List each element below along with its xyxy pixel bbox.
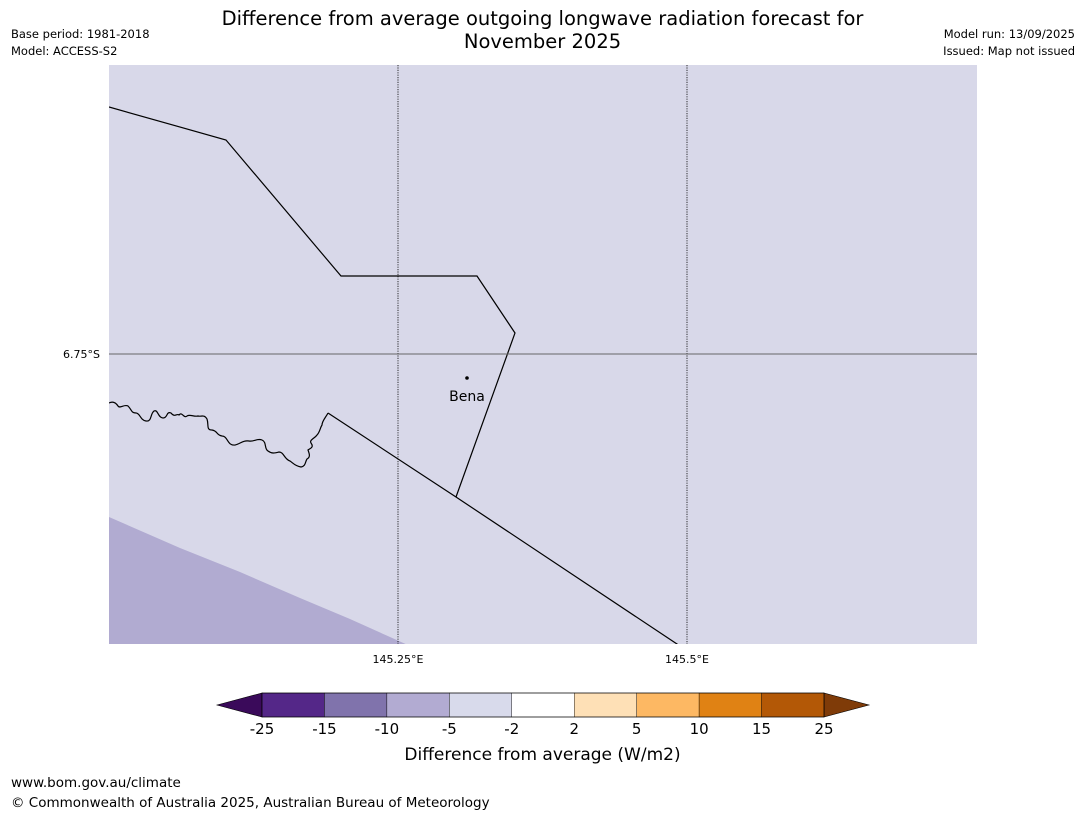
latitude-label: 6.75°S (63, 348, 100, 361)
colorbar-outline (261, 692, 825, 718)
footer-url: www.bom.gov.au/climate (11, 775, 181, 791)
footer-copyright: © Commonwealth of Australia 2025, Austra… (11, 795, 490, 811)
base-period-text: Base period: 1981-2018 (11, 27, 150, 41)
colorbar-over-arrow (823, 692, 871, 718)
town-marker (465, 376, 469, 380)
colorbar-bin (636, 692, 700, 718)
colorbar-tick-label: 5 (631, 720, 642, 738)
longitude-label: 145.25°E (373, 653, 424, 666)
river-boundary (109, 401, 329, 468)
colorbar-tick-label: 15 (752, 720, 772, 738)
province-boundary-south (327, 412, 679, 644)
colorbar-tick-label: -2 (504, 720, 520, 738)
colorbar-bin (761, 692, 825, 718)
map-title-line-1: Difference from average outgoing longwav… (221, 7, 864, 30)
province-boundary (109, 106, 516, 498)
model-run-text: Model run: 13/09/2025 (943, 27, 1075, 41)
colorbar-tick-label: 25 (814, 720, 834, 738)
map-title-line-2: November 2025 (463, 30, 622, 53)
meta-left: Base period: 1981-2018 Model: ACCESS-S2 (11, 26, 150, 60)
colorbar-tick-label: -15 (312, 720, 337, 738)
colorbar-bin (261, 692, 325, 718)
anomaly-shaded-region (109, 517, 406, 644)
map-title: Difference from average outgoing longwav… (180, 7, 905, 53)
colorbar-label: Difference from average (W/m2) (404, 745, 681, 765)
colorbar-bin (449, 692, 512, 718)
colorbar-bin (511, 692, 575, 718)
town-label: Bena (449, 389, 485, 405)
colorbar-bin (324, 692, 388, 718)
colorbar-tick-label: -5 (441, 720, 457, 738)
meta-right: Model run: 13/09/2025 Issued: Map not is… (943, 26, 1075, 60)
model-text: Model: ACCESS-S2 (11, 44, 118, 58)
issued-text: Issued: Map not issued (943, 44, 1075, 58)
colorbar-bin (574, 692, 637, 718)
longitude-label: 145.5°E (665, 653, 709, 666)
colorbar-bin (698, 692, 762, 718)
colorbar-bin (386, 692, 450, 718)
colorbar-tick-label: 2 (569, 720, 579, 738)
colorbar-tick-label: 10 (689, 720, 709, 738)
colorbar (215, 692, 871, 718)
colorbar-tick-label: -10 (374, 720, 400, 738)
colorbar-under-arrow (215, 692, 263, 718)
colorbar-tick-label: -25 (249, 720, 275, 738)
